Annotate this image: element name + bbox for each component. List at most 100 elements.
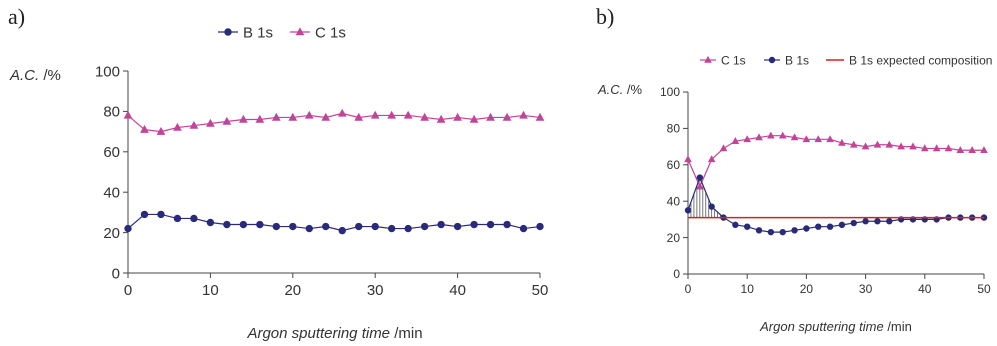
data-point-c-1s xyxy=(469,114,479,123)
panel-b-y-tick-label: 0 xyxy=(673,267,680,281)
data-point-b-1s xyxy=(486,220,495,229)
data-point-c-1s xyxy=(304,110,314,119)
data-point-b-1s xyxy=(206,218,215,227)
data-point-c-1s xyxy=(370,110,380,119)
data-point-b-1s xyxy=(338,226,346,235)
legend-label-b-1s: B 1s xyxy=(243,24,273,41)
data-point-b-1s xyxy=(453,222,462,231)
legend-marker-c-1s xyxy=(295,27,305,36)
data-point-c-1s xyxy=(255,114,265,123)
panel-a-x-axis-title: Argon sputtering time /min xyxy=(246,325,422,342)
panel-b-y-tick-label: 100 xyxy=(660,85,680,99)
data-point-c-1s xyxy=(486,112,495,121)
data-point-c-1s xyxy=(420,112,430,121)
data-point-c-1s xyxy=(288,112,298,121)
panel-b-y-tick-label: 80 xyxy=(667,122,681,136)
panel-b-axes: 0 20 40 60 80 100 0 10 20 30 40 50 xyxy=(660,85,991,296)
chart-panel-a: a) A.C. /% Argon sputtering time /min 0 2… xyxy=(8,4,548,342)
legend-label-c-1s: C 1s xyxy=(315,24,346,41)
data-point-b-1s xyxy=(767,228,775,236)
data-point-c-1s xyxy=(696,182,704,190)
data-point-c-1s xyxy=(271,112,281,121)
data-point-c-1s xyxy=(403,110,413,119)
data-point-c-1s xyxy=(502,112,512,121)
data-point-c-1s xyxy=(861,142,870,150)
panel-b-y-tick-label: 60 xyxy=(667,158,681,172)
data-point-c-1s xyxy=(337,108,347,117)
data-point-b-1s xyxy=(404,224,412,233)
data-point-c-1s xyxy=(767,131,775,139)
data-point-b-1s xyxy=(437,220,445,229)
data-point-b-1s xyxy=(886,218,893,225)
data-point-b-1s xyxy=(124,224,132,233)
legend-marker-b-1s xyxy=(224,28,232,36)
panel-b-x-axis-title: Argon sputtering time /min xyxy=(759,319,912,334)
data-point-c-1s xyxy=(944,144,953,152)
data-point-c-1s xyxy=(140,124,149,133)
data-point-c-1s xyxy=(189,120,199,129)
panel-b-x-tick-label: 40 xyxy=(918,282,932,296)
data-point-c-1s xyxy=(826,135,834,143)
data-point-b-1s xyxy=(684,207,692,214)
data-point-b-1s xyxy=(387,224,396,233)
legend-marker-b-1s xyxy=(768,56,776,64)
data-point-c-1s xyxy=(519,110,528,119)
panel-a-y-axis-title: A.C. /% xyxy=(9,67,61,84)
panel-b-x-tick-label: 20 xyxy=(800,282,814,296)
data-point-b-1s xyxy=(519,224,528,233)
data-point-b-1s xyxy=(305,224,313,233)
data-point-b-1s xyxy=(355,222,363,231)
data-point-c-1s xyxy=(354,112,364,121)
data-point-b-1s xyxy=(862,218,869,225)
panel-a-x-tick-label: 30 xyxy=(367,282,384,299)
data-point-c-1s xyxy=(535,112,545,121)
data-point-b-1s xyxy=(322,222,330,231)
panel-a-x-tick-label: 20 xyxy=(284,282,301,299)
panel-a-x-tick-label: 40 xyxy=(449,282,466,299)
data-point-c-1s xyxy=(932,144,941,152)
data-point-b-1s xyxy=(239,220,248,229)
data-point-b-1s xyxy=(874,218,881,225)
data-point-c-1s xyxy=(321,112,331,121)
data-point-c-1s xyxy=(743,135,752,143)
data-point-c-1s xyxy=(849,140,858,148)
panel-a-y-tick-label: 40 xyxy=(103,184,120,201)
panel-a-x-tick-label: 50 xyxy=(532,282,549,299)
series-line-b-1s xyxy=(127,213,541,232)
data-point-c-1s xyxy=(731,137,740,144)
data-point-c-1s xyxy=(873,140,882,148)
data-point-c-1s xyxy=(920,144,929,152)
data-point-b-1s xyxy=(272,222,281,231)
panel-a-x-tick-label: 10 xyxy=(202,282,219,299)
data-point-b-1s xyxy=(755,227,763,234)
data-point-b-1s xyxy=(503,220,511,229)
data-point-c-1s xyxy=(778,131,787,139)
panel-b-x-tick-label: 10 xyxy=(741,282,755,296)
data-point-c-1s xyxy=(387,110,397,119)
panel-a-label: a) xyxy=(8,4,25,29)
data-point-c-1s xyxy=(707,155,716,163)
data-point-c-1s xyxy=(206,118,215,127)
data-point-c-1s xyxy=(790,133,799,141)
data-point-b-1s xyxy=(815,223,822,230)
data-point-b-1s xyxy=(256,220,264,229)
data-point-c-1s xyxy=(980,146,988,154)
data-point-b-1s xyxy=(420,222,429,231)
panel-a-y-tick-label: 20 xyxy=(103,225,120,242)
data-point-c-1s xyxy=(802,135,811,143)
panel-a-y-tick-label: 0 xyxy=(112,265,120,282)
panel-a-y-tick-label: 60 xyxy=(103,144,120,161)
panel-a-axes: 0 20 40 60 80 100 0 10 20 30 40 50 xyxy=(95,63,548,299)
data-point-c-1s xyxy=(719,144,728,152)
panel-b-legend: C 1s B 1s B 1s expected composition xyxy=(700,53,992,67)
data-point-b-1s xyxy=(173,214,182,223)
data-point-b-1s xyxy=(838,221,846,229)
data-point-c-1s xyxy=(968,146,976,154)
data-point-b-1s xyxy=(803,225,810,232)
data-point-c-1s xyxy=(238,114,248,123)
data-point-c-1s xyxy=(123,110,133,119)
data-point-b-1s xyxy=(850,219,857,227)
data-point-c-1s xyxy=(222,116,232,125)
data-point-b-1s xyxy=(696,174,704,181)
